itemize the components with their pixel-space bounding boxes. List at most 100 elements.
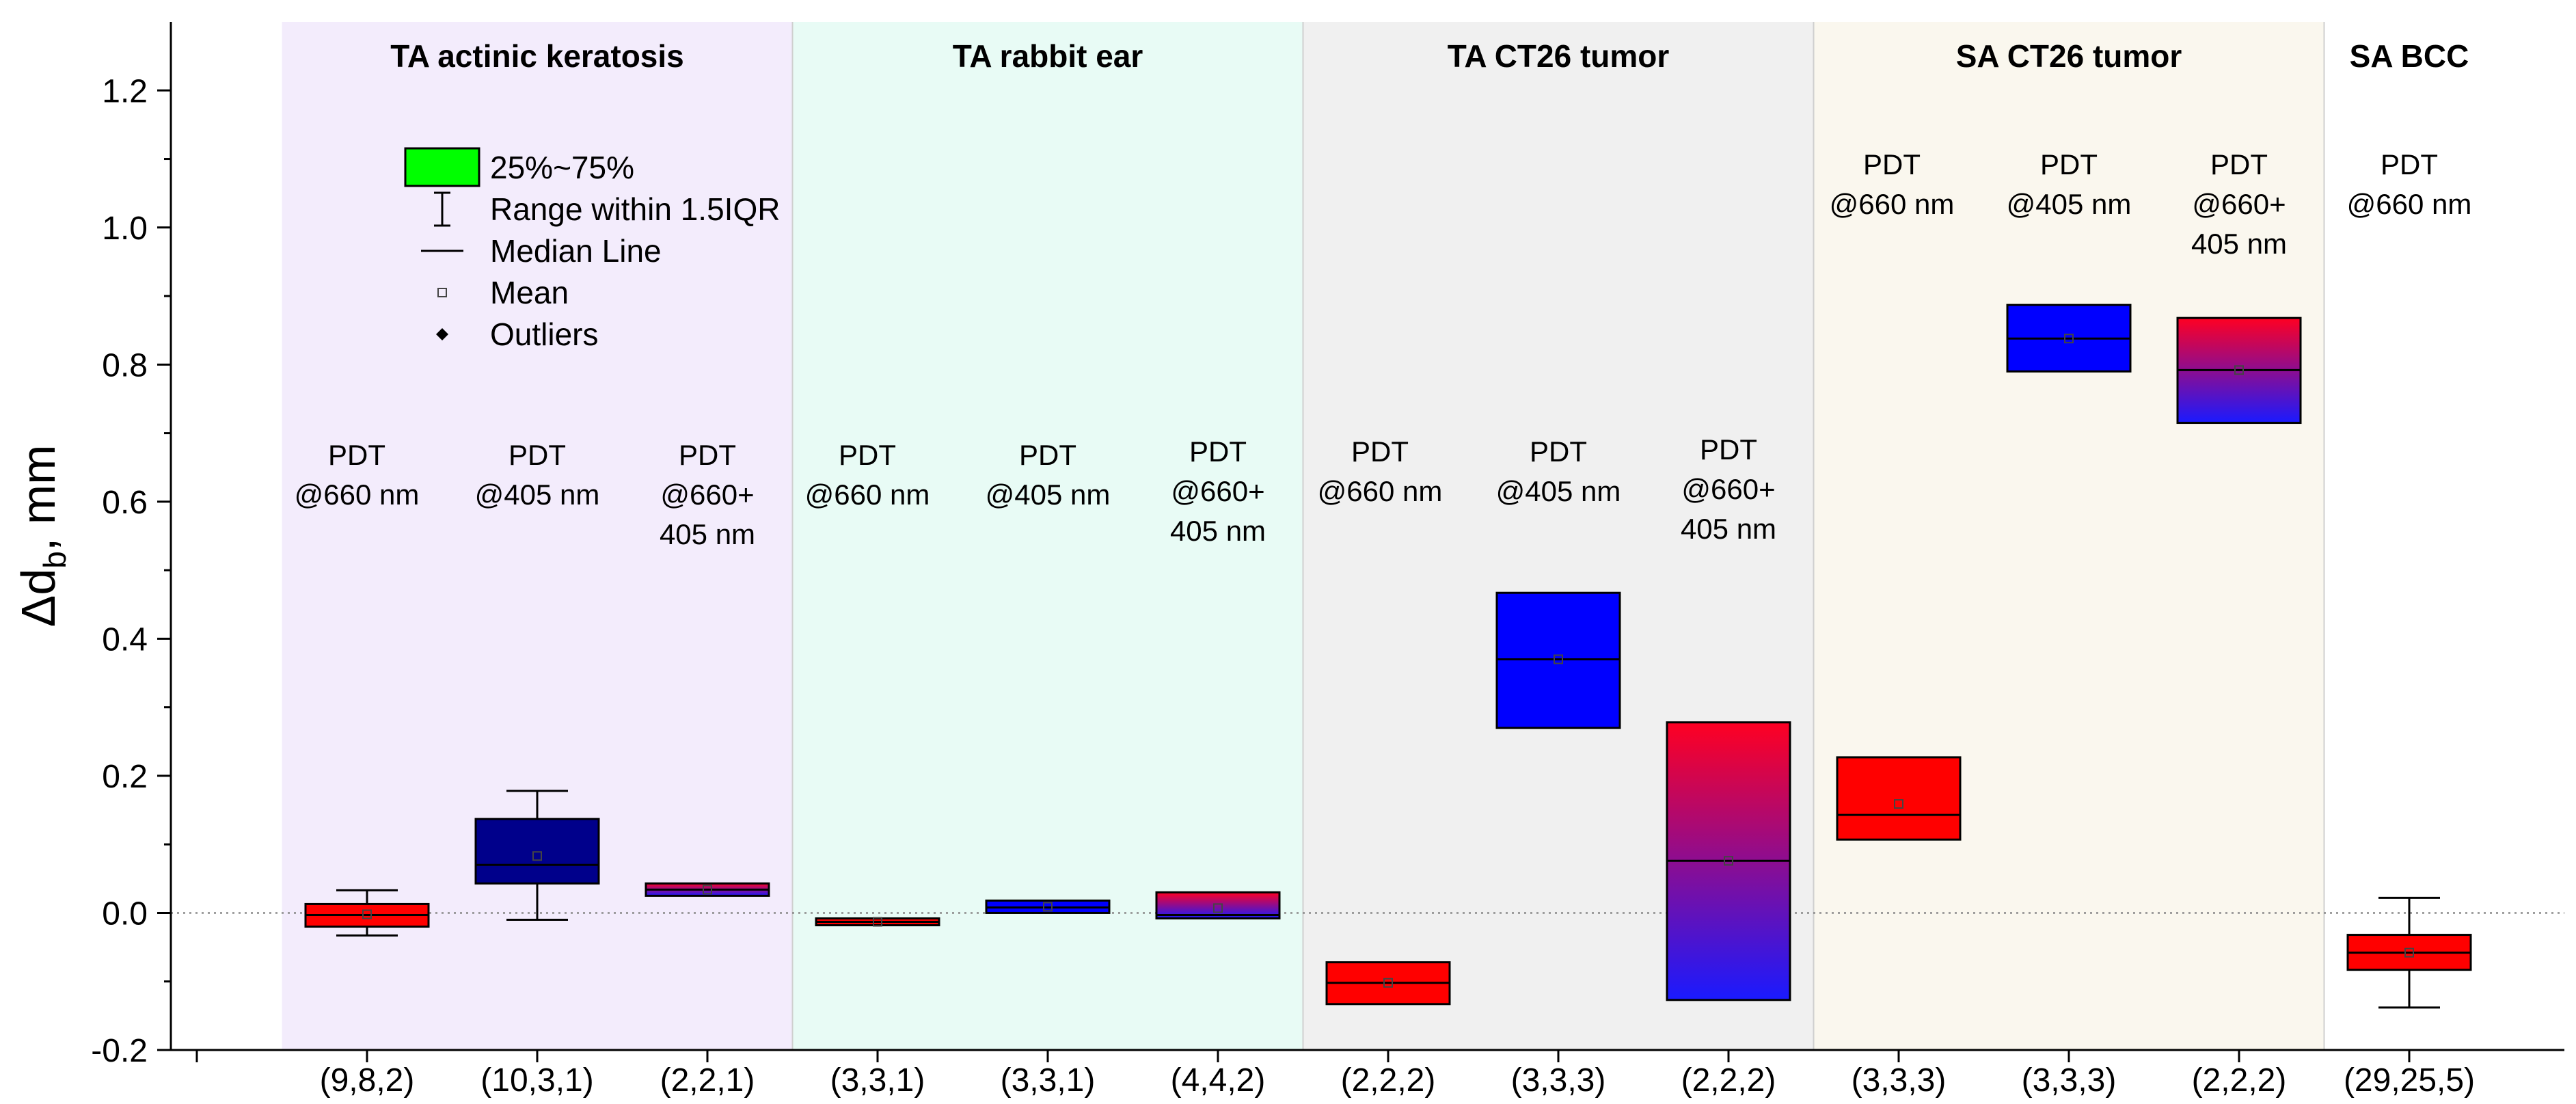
treatment-label: PDT @405 nm: [475, 439, 600, 511]
treatment-label-line: @660 nm: [295, 479, 420, 511]
legend: 25%~75% Range within 1.5IQR Median Line Mea…: [404, 147, 780, 352]
box-group-7: [1325, 961, 1451, 1006]
treatment-label-line: PDT: [1700, 433, 1757, 466]
region-title: TA actinic keratosis: [390, 38, 684, 74]
x-tick-label: (2,2,1): [660, 1062, 755, 1099]
mean-marker: [1724, 856, 1733, 866]
legend-outlier-marker: [436, 328, 448, 340]
mean-marker: [2404, 947, 2414, 958]
box-group-11: [2006, 304, 2132, 373]
y-tick-label: 0.4: [102, 621, 148, 658]
x-tick-label: (2,2,2): [1681, 1062, 1776, 1099]
treatment-label-line: @660+: [1171, 475, 1264, 507]
legend-label: Range within 1.5IQR: [490, 191, 780, 227]
legend-label: Mean: [490, 275, 569, 310]
region-title: TA rabbit ear: [953, 38, 1143, 74]
box-series: [304, 304, 2472, 1009]
mean-marker: [873, 917, 882, 927]
y-axis-title-unit: , mm: [12, 445, 65, 552]
x-tick-label: (4,4,2): [1171, 1062, 1266, 1099]
mean-marker: [1554, 654, 1563, 664]
box-group-12: [2176, 317, 2302, 425]
treatment-label-line: PDT: [509, 439, 566, 471]
treatment-label: PDT @660 nm: [2347, 148, 2472, 220]
y-axis-title-sub: b: [37, 551, 72, 569]
y-tick-label: 0.8: [102, 347, 148, 383]
y-axis-title-main: Δd: [12, 569, 65, 628]
treatment-label-line: @660+: [660, 479, 754, 511]
treatment-label-line: 405 nm: [1681, 513, 1776, 545]
region-bg-4: [1813, 22, 2324, 1050]
mean-marker: [703, 885, 712, 895]
mean-marker: [2064, 334, 2074, 344]
mean-marker: [2234, 365, 2244, 375]
legend-item: 25%~75%: [404, 147, 634, 187]
legend-box-swatch: [404, 147, 480, 187]
treatment-label: PDT @660 nm: [1318, 435, 1443, 507]
x-tick-label: (10,3,1): [480, 1062, 593, 1099]
y-tick-label: 0.6: [102, 485, 148, 521]
treatment-label-line: PDT: [839, 439, 896, 471]
treatment-label-line: PDT: [1530, 435, 1587, 468]
y-tick-label: 0.0: [102, 896, 148, 932]
x-tick-label: (3,3,3): [2022, 1062, 2117, 1099]
treatment-label: PDT @660+ 405 nm: [1170, 435, 1266, 547]
y-tick-label: 1.0: [102, 211, 148, 247]
treatment-label-line: @405 nm: [1496, 475, 1621, 507]
legend-item: Median Line: [421, 233, 662, 269]
box-group-13: [2346, 896, 2472, 1009]
treatment-label-line: 405 nm: [1170, 515, 1266, 547]
treatment-label-line: 405 nm: [660, 518, 755, 550]
mean-marker: [532, 851, 542, 861]
treatment-label-line: PDT: [1189, 435, 1247, 468]
box-group-6: [1155, 891, 1281, 919]
treatment-label-line: @405 nm: [475, 479, 600, 511]
treatment-label: PDT @660 nm: [805, 439, 930, 511]
legend-label: Outliers: [490, 317, 598, 352]
treatment-label-line: @660 nm: [1318, 475, 1443, 507]
x-tick-label: (3,3,1): [830, 1062, 925, 1099]
y-tick-label: -0.2: [91, 1033, 148, 1069]
legend-mean-marker: [437, 288, 447, 297]
treatment-label-line: PDT: [679, 439, 736, 471]
treatment-label-line: PDT: [1019, 439, 1076, 471]
treatment-label: PDT @660 nm: [295, 439, 420, 511]
y-tick-label: 1.2: [102, 73, 148, 109]
box-group-3: [645, 882, 770, 897]
legend-label: 25%~75%: [490, 150, 634, 185]
x-tick-label: (2,2,2): [2192, 1062, 2287, 1099]
box-group-5: [985, 899, 1111, 914]
x-tick-label: (3,3,3): [1852, 1062, 1947, 1099]
box-group-8: [1495, 591, 1621, 729]
treatment-label-line: @660 nm: [1830, 188, 1955, 220]
box-group-2: [474, 790, 600, 921]
x-tick-label: (3,3,3): [1511, 1062, 1606, 1099]
box-group-1: [304, 889, 430, 937]
background-regions: [282, 22, 2495, 1050]
box-group-10: [1836, 756, 1962, 841]
treatment-label: PDT @660+ 405 nm: [660, 439, 755, 550]
axes: -0.2 0.0 0.2 0.4 0.6 0.8 1.0 1.2 Δdb, mm: [12, 22, 2564, 1069]
region-bg-2: [792, 22, 1303, 1050]
treatment-label: PDT @660+ 405 nm: [1681, 433, 1776, 545]
legend-label: Median Line: [490, 233, 662, 269]
mean-marker: [362, 909, 372, 919]
treatment-label-line: PDT: [328, 439, 385, 471]
region-title: SA BCC: [2350, 38, 2469, 74]
mean-marker: [1894, 799, 1903, 809]
treatment-label-line: @660+: [2192, 188, 2286, 220]
y-tick-label: 0.2: [102, 759, 148, 795]
treatment-label-line: @660+: [1681, 473, 1775, 505]
x-tick-label: (3,3,1): [1001, 1062, 1096, 1099]
treatment-label-line: @405 nm: [986, 479, 1111, 511]
mean-marker: [1213, 903, 1223, 913]
treatment-label-line: PDT: [2210, 148, 2268, 180]
mean-marker: [1043, 902, 1053, 912]
legend-item: Mean: [437, 275, 569, 310]
box-group-9: [1666, 721, 1791, 1001]
treatment-label-line: PDT: [2381, 148, 2438, 180]
annotations: TA actinic keratosis TA rabbit ear TA CT26…: [295, 38, 2475, 1099]
region-title: TA CT26 tumor: [1448, 38, 1670, 74]
treatment-label: PDT @660 nm: [1830, 148, 1955, 220]
